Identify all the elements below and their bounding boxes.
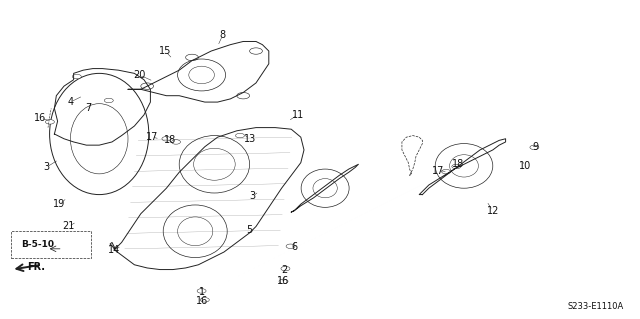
- Text: B-5-10: B-5-10: [21, 240, 54, 249]
- Text: 15: 15: [159, 46, 172, 56]
- Circle shape: [442, 169, 451, 174]
- Circle shape: [530, 145, 539, 150]
- Text: 10: 10: [518, 161, 531, 171]
- Text: 16: 16: [277, 276, 290, 286]
- Text: 16: 16: [195, 296, 208, 307]
- Circle shape: [104, 98, 113, 103]
- Circle shape: [72, 74, 81, 79]
- Circle shape: [172, 140, 180, 144]
- Text: 12: 12: [486, 205, 499, 216]
- Text: 18: 18: [163, 135, 176, 145]
- Text: 8: 8: [220, 30, 226, 40]
- Text: 1: 1: [198, 287, 205, 297]
- Circle shape: [286, 244, 295, 249]
- Circle shape: [279, 279, 288, 284]
- Circle shape: [45, 120, 54, 124]
- Text: 20: 20: [133, 70, 146, 80]
- Text: 9: 9: [532, 142, 538, 152]
- Text: 14: 14: [108, 245, 120, 256]
- Text: 3: 3: [43, 162, 49, 173]
- Circle shape: [236, 133, 244, 138]
- Text: 19: 19: [53, 199, 66, 209]
- Text: 2: 2: [282, 264, 288, 275]
- Text: 13: 13: [243, 134, 256, 144]
- Circle shape: [200, 298, 209, 302]
- Text: 7: 7: [85, 103, 92, 114]
- Circle shape: [452, 164, 461, 169]
- Text: 5: 5: [246, 225, 253, 235]
- Circle shape: [162, 137, 171, 141]
- Text: 17: 17: [432, 166, 445, 176]
- Text: 4: 4: [67, 97, 74, 107]
- Text: 18: 18: [451, 159, 464, 169]
- Text: S233-E1110A: S233-E1110A: [567, 302, 623, 311]
- Circle shape: [281, 266, 290, 271]
- Text: 16: 16: [34, 113, 47, 123]
- Text: 6: 6: [291, 242, 298, 252]
- Text: FR.: FR.: [28, 262, 45, 272]
- Text: 21: 21: [62, 221, 75, 232]
- Text: 17: 17: [145, 132, 158, 142]
- Text: 3: 3: [250, 191, 256, 201]
- Text: 11: 11: [291, 110, 304, 120]
- Circle shape: [197, 289, 206, 293]
